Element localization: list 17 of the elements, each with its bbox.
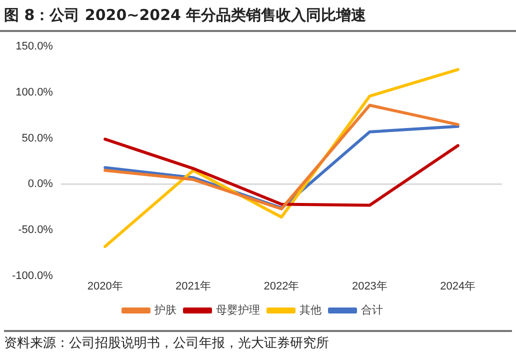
y-tick-label: -100.0%	[12, 270, 54, 282]
x-tick-label: 2024年	[440, 280, 476, 292]
y-tick-label: -50.0%	[18, 224, 54, 236]
legend-label: 护肤	[154, 304, 176, 317]
y-tick-label: 0.0%	[28, 178, 54, 190]
legend-label: 母婴护理	[216, 304, 260, 317]
x-tick-label: 2022年	[264, 280, 300, 292]
chart-title: 图 8：公司 2020~2024 年分品类销售收入同比增速	[0, 0, 516, 32]
y-tick-label: 50.0%	[22, 132, 54, 144]
x-tick-label: 2020年	[87, 280, 123, 292]
x-tick-label: 2023年	[352, 280, 388, 292]
legend-label: 其他	[300, 304, 322, 317]
text: 资料来源：公司招股说明书，公司年报，光大证券研究所	[4, 330, 512, 352]
y-tick-label: 100.0%	[16, 86, 54, 98]
legend-label: 合计	[361, 304, 383, 317]
y-tick-label: 150.0%	[16, 40, 54, 53]
x-tick-label: 2021年	[176, 280, 212, 292]
